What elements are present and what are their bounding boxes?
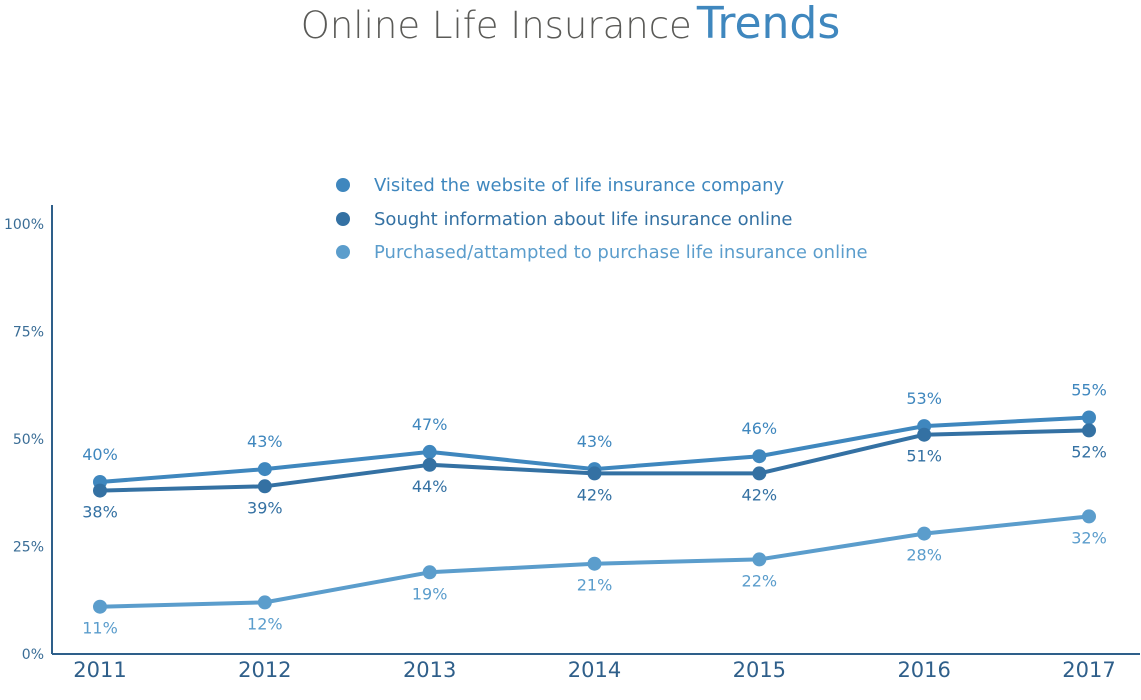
chart-title-main: Online Life Insurance <box>300 4 692 47</box>
legend-marker <box>336 245 350 259</box>
legend-label: Sought information about life insurance … <box>374 209 793 230</box>
data-point <box>422 565 437 580</box>
data-label: 47% <box>412 415 448 434</box>
data-point <box>752 552 767 567</box>
data-point <box>1082 423 1096 438</box>
data-label: 11% <box>82 619 118 638</box>
data-label: 39% <box>247 498 283 517</box>
x-tick-label: 2014 <box>568 658 621 682</box>
data-label: 38% <box>82 503 118 522</box>
data-point <box>257 462 272 477</box>
data-label: 55% <box>1071 381 1107 400</box>
data-point <box>1082 509 1096 524</box>
data-point <box>1082 410 1096 425</box>
y-tick-label: 25% <box>13 540 44 556</box>
x-tick-label: 2012 <box>238 658 291 682</box>
data-point <box>587 556 602 571</box>
legend-label: Visited the website of life insurance co… <box>374 175 785 196</box>
data-point <box>93 599 107 614</box>
data-point <box>752 449 767 464</box>
legend-marker <box>336 178 350 192</box>
x-tick-label: 2016 <box>897 658 950 682</box>
legend-marker <box>336 212 350 226</box>
chart-title: Online Life Insurance Trends <box>0 0 1141 57</box>
x-tick-label: 2015 <box>733 658 786 682</box>
data-point <box>917 427 932 442</box>
data-point <box>93 483 107 498</box>
data-label: 52% <box>1071 442 1107 461</box>
y-tick-label: 50% <box>13 432 44 448</box>
data-label: 42% <box>577 485 613 504</box>
x-tick-label: 2017 <box>1062 658 1115 682</box>
y-tick-label: 75% <box>13 325 44 341</box>
data-point <box>752 466 767 481</box>
data-point <box>587 466 602 481</box>
data-point <box>257 595 272 610</box>
data-label: 28% <box>906 546 942 565</box>
data-point <box>257 479 272 494</box>
data-label: 43% <box>247 432 283 451</box>
data-label: 43% <box>577 432 613 451</box>
data-label: 51% <box>906 447 942 466</box>
chart-title-accent: Trends <box>696 0 841 49</box>
data-label: 22% <box>742 571 778 590</box>
data-label: 21% <box>577 576 613 595</box>
data-point <box>422 457 437 472</box>
data-label: 53% <box>906 389 942 408</box>
data-label: 32% <box>1071 528 1107 547</box>
data-label: 40% <box>82 445 118 464</box>
data-point <box>917 526 932 541</box>
data-label: 46% <box>742 419 778 438</box>
legend-label: Purchased/attampted to purchase life ins… <box>374 242 868 263</box>
data-label: 42% <box>742 485 778 504</box>
y-tick-label: 100% <box>4 217 44 233</box>
data-point <box>422 444 437 459</box>
x-tick-label: 2011 <box>73 658 126 682</box>
y-tick-label: 0% <box>22 647 44 663</box>
data-label: 19% <box>412 584 448 603</box>
x-tick-label: 2013 <box>403 658 456 682</box>
data-label: 12% <box>247 614 283 633</box>
data-label: 44% <box>412 477 448 496</box>
